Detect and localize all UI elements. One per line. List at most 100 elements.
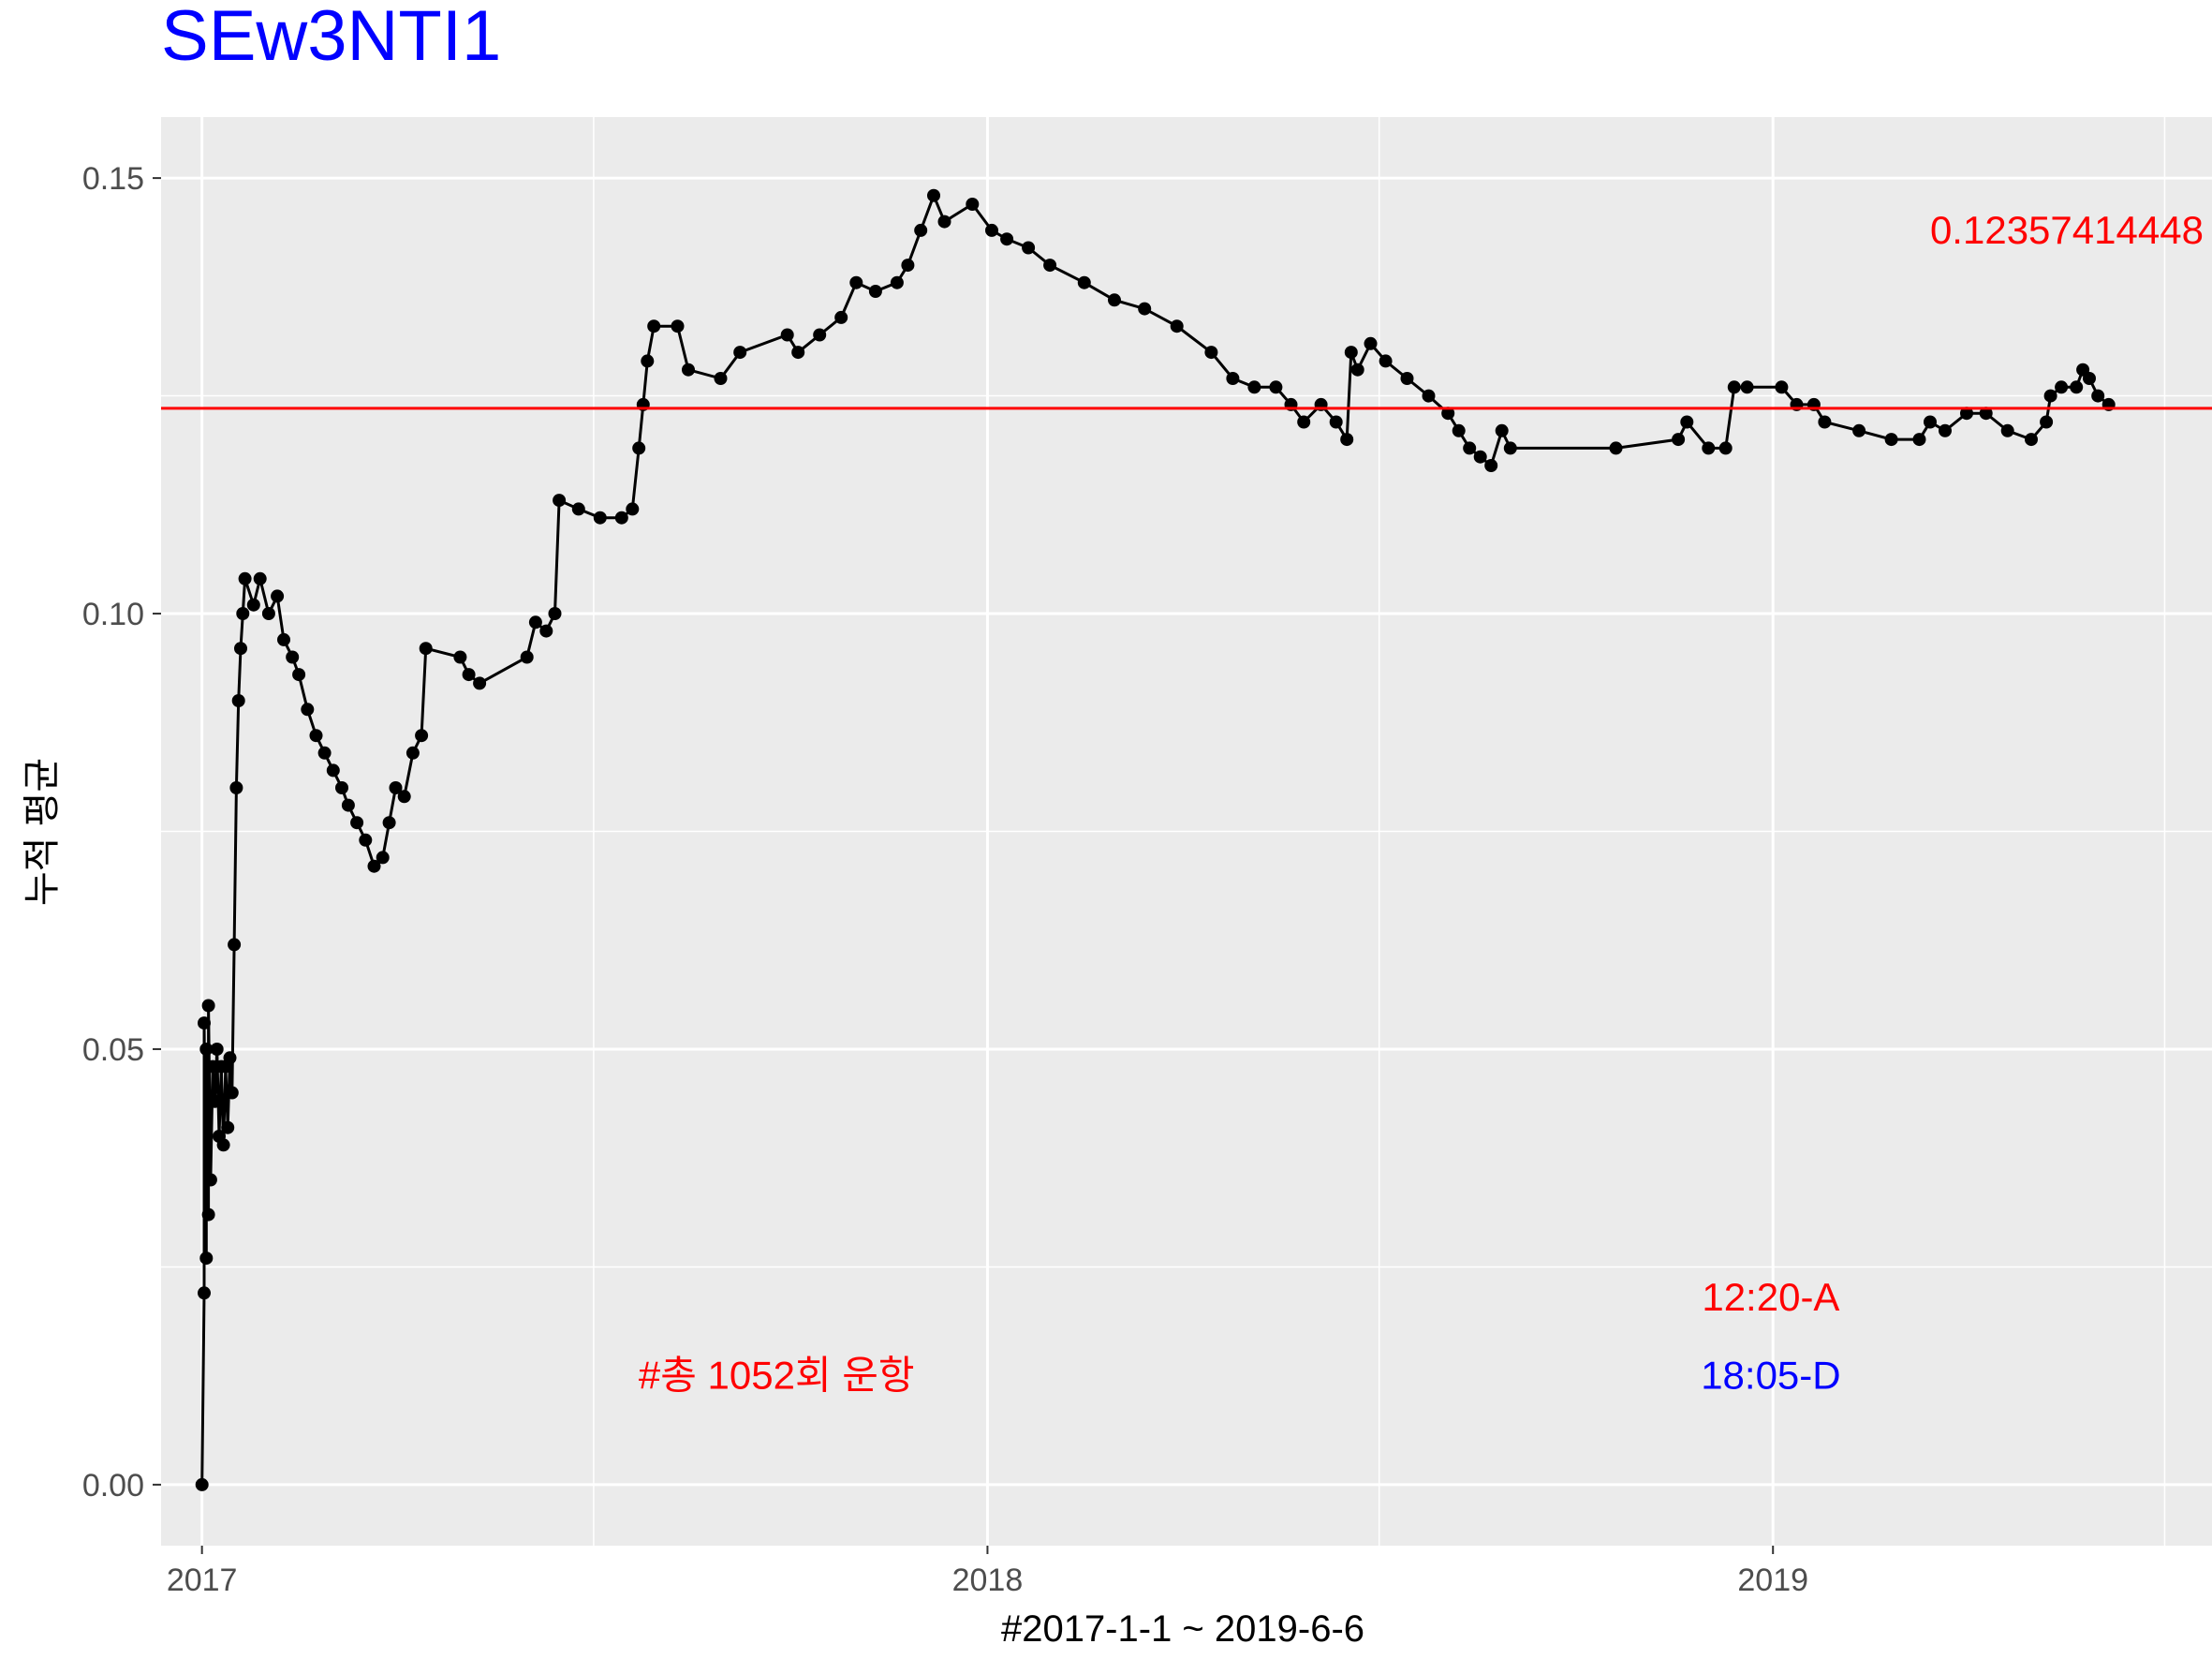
data-point xyxy=(1960,407,1973,421)
data-point xyxy=(528,615,542,630)
data-point xyxy=(223,1051,237,1065)
chart-title: SEw3NTI1 xyxy=(161,0,501,76)
data-point xyxy=(791,346,805,360)
data-point xyxy=(1939,423,1952,437)
data-point xyxy=(309,729,323,743)
data-point xyxy=(195,1477,209,1491)
data-point xyxy=(1329,415,1343,429)
x-tick-label: 2019 xyxy=(1737,1563,1808,1598)
data-point xyxy=(301,703,315,717)
data-point xyxy=(453,650,467,664)
data-point xyxy=(714,372,728,385)
reference-line-label: 0.12357414448 xyxy=(1930,208,2204,252)
data-point xyxy=(277,632,290,646)
data-point xyxy=(317,746,332,760)
data-point xyxy=(210,1043,224,1056)
data-point xyxy=(937,215,951,229)
data-point xyxy=(2070,380,2084,394)
y-axis-title: 누적 평균 xyxy=(22,758,63,906)
data-point xyxy=(1818,415,1832,429)
data-point xyxy=(2040,415,2054,429)
data-point xyxy=(1473,450,1487,464)
data-point xyxy=(261,607,275,620)
data-point xyxy=(1503,441,1517,455)
data-point xyxy=(2055,380,2069,394)
data-point xyxy=(367,859,381,873)
data-point xyxy=(914,223,928,237)
data-point xyxy=(1000,232,1014,246)
data-point xyxy=(1884,433,1898,447)
data-point xyxy=(2043,389,2057,403)
data-point xyxy=(1138,302,1152,316)
data-point xyxy=(849,275,863,289)
data-point xyxy=(2083,372,2096,385)
data-point xyxy=(1022,241,1036,255)
data-point xyxy=(1680,415,1694,429)
data-point xyxy=(868,285,882,298)
data-point xyxy=(890,275,904,289)
data-point xyxy=(626,502,640,516)
x-tick-label: 2017 xyxy=(167,1563,238,1598)
data-point xyxy=(201,999,215,1013)
data-point xyxy=(228,938,242,952)
data-point xyxy=(834,310,848,324)
data-point xyxy=(229,781,243,794)
y-tick-label: 0.10 xyxy=(82,597,144,632)
data-point xyxy=(234,642,247,656)
data-point xyxy=(1924,415,1937,429)
data-point xyxy=(350,816,364,830)
data-point xyxy=(1226,372,1240,385)
data-point xyxy=(473,676,487,690)
data-point xyxy=(198,1286,211,1300)
data-point xyxy=(647,319,661,333)
data-point xyxy=(1247,380,1261,394)
data-point xyxy=(1422,389,1436,403)
data-point xyxy=(271,589,285,603)
data-point xyxy=(520,650,534,664)
data-point xyxy=(927,188,940,202)
data-point xyxy=(2091,389,2105,403)
data-point xyxy=(985,223,998,237)
data-point xyxy=(1350,363,1364,377)
data-point xyxy=(1740,380,1754,394)
data-point xyxy=(406,746,420,760)
data-point xyxy=(462,668,476,682)
data-point xyxy=(286,650,300,664)
data-point xyxy=(382,816,396,830)
data-point xyxy=(539,624,553,638)
data-point xyxy=(966,198,980,211)
data-point xyxy=(203,1173,217,1187)
x-tick-label: 2018 xyxy=(952,1563,1024,1598)
data-point xyxy=(733,346,747,360)
data-point xyxy=(201,1207,215,1222)
data-point xyxy=(1441,407,1455,421)
data-point xyxy=(397,790,411,804)
data-point xyxy=(1043,259,1057,273)
data-point xyxy=(1702,441,1716,455)
major-gridlines xyxy=(161,117,2212,1546)
data-point xyxy=(2025,433,2038,447)
data-point xyxy=(199,1252,214,1266)
annotations: #총 1052회 운항 12:20-A 18:05-D xyxy=(639,1275,1841,1398)
data-point xyxy=(901,259,915,273)
data-point xyxy=(1852,423,1866,437)
data-point xyxy=(1463,441,1477,455)
y-tick-label: 0.05 xyxy=(82,1032,144,1068)
y-axis: 0.00 0.05 0.10 0.15 xyxy=(82,161,161,1503)
data-point xyxy=(216,1138,230,1152)
data-point xyxy=(246,598,260,612)
data-point xyxy=(641,354,655,368)
data-point xyxy=(1297,415,1311,429)
data-point xyxy=(1340,433,1354,447)
annotation-2: 18:05-D xyxy=(1701,1354,1840,1398)
data-point xyxy=(1364,336,1378,350)
data-point xyxy=(1775,380,1789,394)
data-point xyxy=(253,571,267,585)
data-point xyxy=(1204,346,1218,360)
data-point xyxy=(1269,380,1283,394)
y-tick-label: 0.15 xyxy=(82,161,144,197)
data-point xyxy=(1077,275,1091,289)
data-point xyxy=(548,607,562,620)
data-point xyxy=(1108,293,1121,307)
